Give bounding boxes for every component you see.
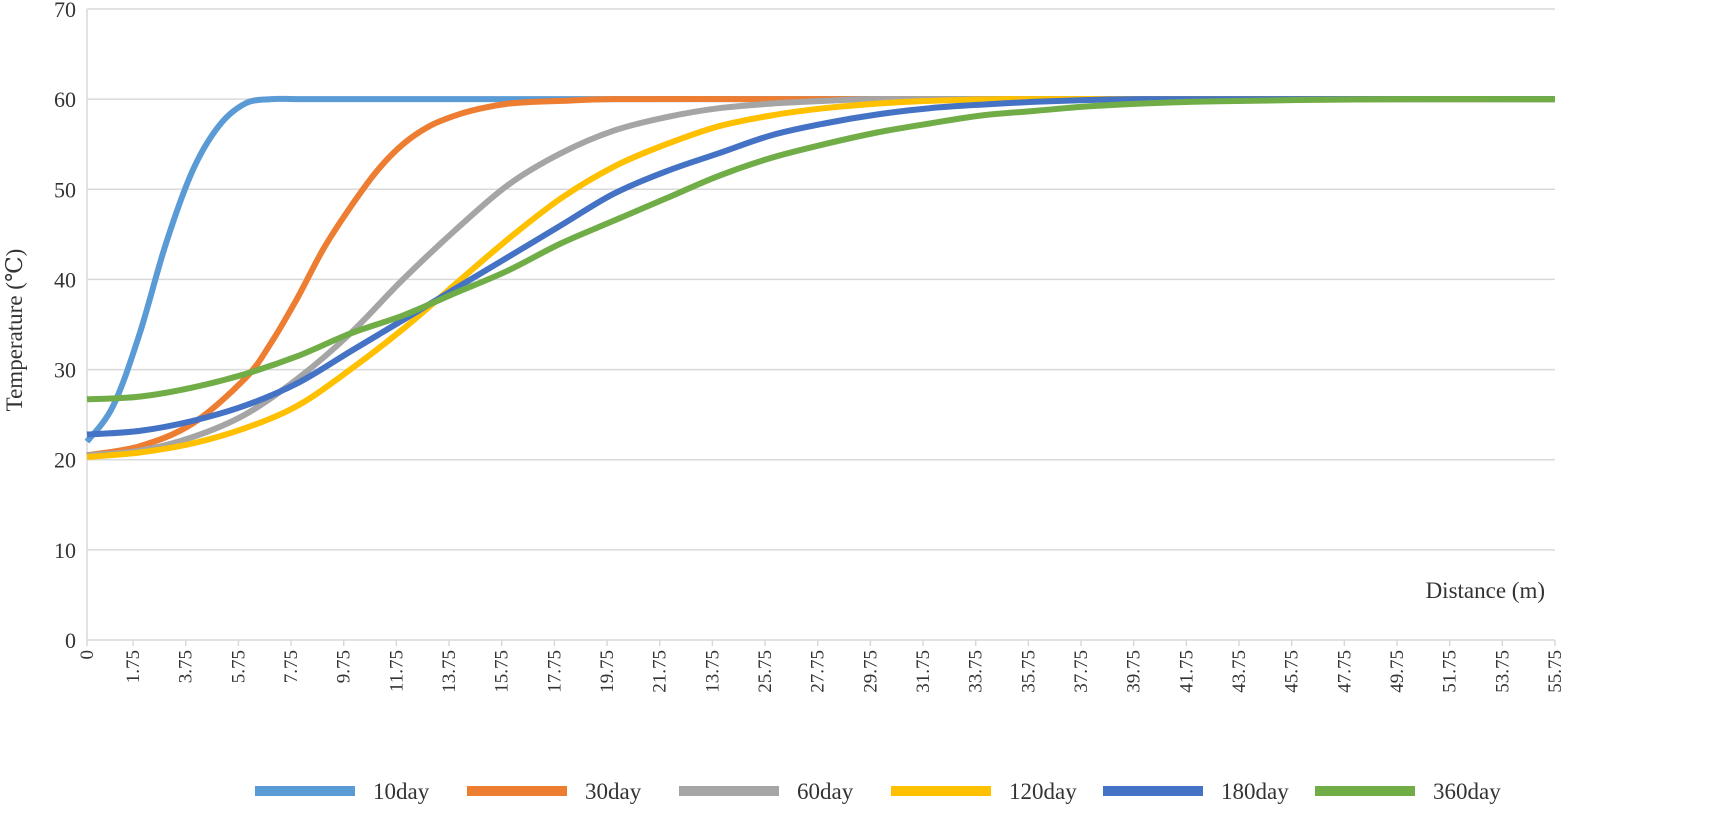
x-tick-label: 45.75 xyxy=(1282,650,1303,693)
legend-label: 180day xyxy=(1221,779,1289,804)
y-tick-label: 50 xyxy=(54,177,76,202)
x-tick-label: 29.75 xyxy=(860,650,881,693)
x-tick-label: 7.75 xyxy=(281,650,302,683)
x-tick-label: 5.75 xyxy=(228,650,249,683)
x-tick-label: 49.75 xyxy=(1387,650,1408,693)
x-axis-title: Distance (m) xyxy=(1426,578,1545,603)
y-tick-label: 70 xyxy=(54,0,76,22)
legend-label: 60day xyxy=(797,779,854,804)
series-line-10day xyxy=(84,95,1555,444)
x-tick-label: 0 xyxy=(77,650,98,660)
y-tick-label: 10 xyxy=(54,538,76,563)
x-tick-label: 31.75 xyxy=(913,650,934,693)
x-tick-label: 35.75 xyxy=(1018,650,1039,693)
x-tick-label: 47.75 xyxy=(1334,650,1355,693)
x-axis: 0 1.75 3.75 5.75 7.75 9.75 11.75 13.75 15.75 17.7… xyxy=(77,9,1566,693)
y-tick-label: 60 xyxy=(54,87,76,112)
y-axis-title: Temperature (℃) xyxy=(2,249,27,412)
x-tick-label: 33.75 xyxy=(966,650,987,693)
x-tick-label: 15.75 xyxy=(492,650,513,693)
series-line-360day xyxy=(86,96,1556,403)
x-tick-label: 43.75 xyxy=(1229,650,1250,693)
x-tick-label: 53.75 xyxy=(1492,650,1513,693)
x-tick-label: 13.75 xyxy=(702,650,723,693)
x-tick-label: 37.75 xyxy=(1071,650,1092,693)
legend: 10day 30day 60day 120day 180day 360day xyxy=(255,779,1501,804)
y-tick-label: 30 xyxy=(54,358,76,383)
x-tick-label: 25.75 xyxy=(755,650,776,693)
x-tick-label: 51.75 xyxy=(1440,650,1461,693)
legend-label: 30day xyxy=(585,779,642,804)
x-tick-label: 9.75 xyxy=(334,650,355,683)
x-tick-label: 41.75 xyxy=(1176,650,1197,693)
x-tick-label: 13.75 xyxy=(439,650,460,693)
y-tick-label: 0 xyxy=(65,628,76,653)
legend-label: 10day xyxy=(373,779,430,804)
series-line-180day xyxy=(86,96,1555,438)
legend-label: 360day xyxy=(1433,779,1501,804)
x-tick-label: 11.75 xyxy=(386,650,407,692)
y-tick-label: 40 xyxy=(54,267,76,292)
x-tick-label: 19.75 xyxy=(597,650,618,693)
x-tick-label: 3.75 xyxy=(176,650,197,683)
x-tick-label: 39.75 xyxy=(1124,650,1145,693)
series-lines xyxy=(84,95,1556,460)
x-tick-label: 27.75 xyxy=(808,650,829,693)
x-tick-label: 17.75 xyxy=(544,650,565,693)
legend-label: 120day xyxy=(1009,779,1077,804)
x-tick-label: 55.75 xyxy=(1545,650,1566,693)
y-axis-ticks: 0 10 20 30 40 50 60 70 xyxy=(54,0,76,653)
x-tick-label: 21.75 xyxy=(650,650,671,693)
y-tick-label: 20 xyxy=(54,448,76,473)
x-tick-label: 1.75 xyxy=(123,650,144,683)
